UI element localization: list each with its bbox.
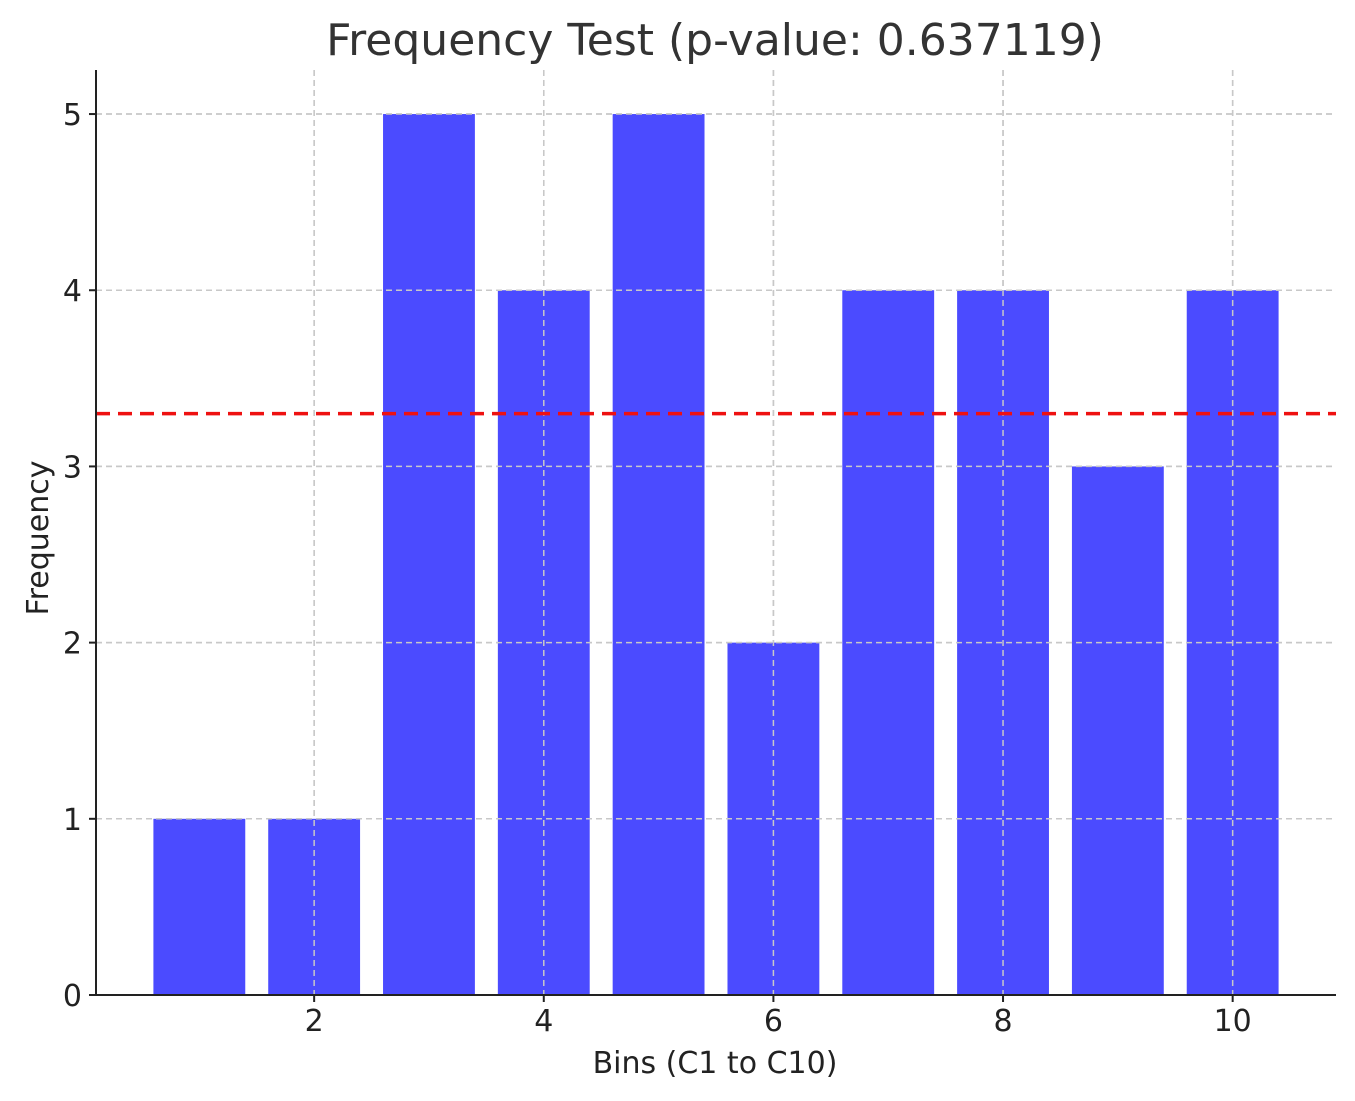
tick-labels: 2 4 6 8 10 0 1 2 3 4 5	[63, 98, 1252, 1039]
y-tick-label-4: 4	[63, 274, 82, 309]
bar-c9	[1071, 466, 1164, 995]
bars	[96, 70, 1336, 996]
chart-title: Frequency Test (p-value: 0.637119)	[326, 15, 1104, 66]
bar-c5	[612, 114, 705, 996]
x-tick-label-10: 10	[1214, 1004, 1252, 1039]
bar-c1	[153, 818, 246, 995]
y-tick-label-5: 5	[63, 98, 82, 133]
x-tick-label-8: 8	[993, 1004, 1012, 1039]
y-tick-label-1: 1	[63, 803, 82, 838]
bar-c3	[383, 114, 475, 996]
x-tick-label-2: 2	[305, 1004, 324, 1039]
y-tick-label-3: 3	[63, 450, 82, 485]
axes	[95, 70, 1336, 996]
y-axis-label: Frequency	[21, 461, 56, 616]
y-tick-label-2: 2	[63, 627, 82, 662]
x-axis-label: Bins (C1 to C10)	[593, 1046, 838, 1081]
x-tick-label-4: 4	[534, 1004, 553, 1039]
x-tick-label-6: 6	[764, 1004, 783, 1039]
y-tick-label-0: 0	[63, 979, 82, 1014]
